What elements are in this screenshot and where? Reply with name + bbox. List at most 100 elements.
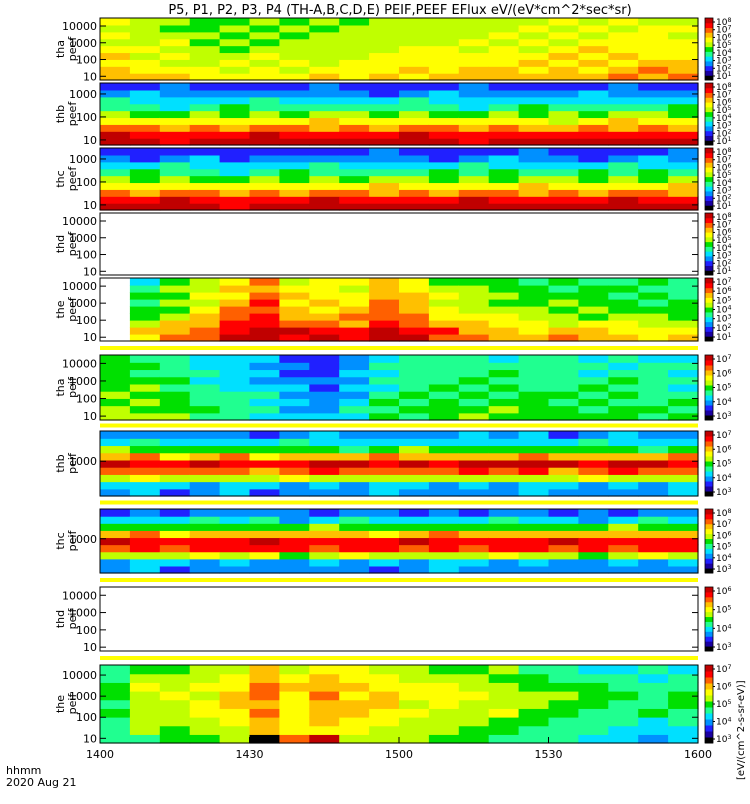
heatmap-cell [668,391,699,399]
y-tick-label: 1000 [69,690,97,703]
heatmap-cell [399,103,430,112]
heatmap-cell [369,175,400,184]
heatmap-cell [100,537,131,546]
colorbar-tick-label: 104 [716,717,731,728]
heatmap-cell [159,189,191,197]
heatmap-cell [668,196,699,204]
heatmap-cell [309,182,340,190]
heatmap-cell [309,124,340,132]
heatmap-cell [488,376,520,385]
heatmap-cell [488,45,520,54]
x-tick-label: 1530 [535,748,563,761]
heatmap-cell [668,73,699,81]
heatmap-cell [100,665,131,675]
heatmap-cell [638,189,669,197]
colorbar-segment [705,471,713,477]
heatmap-cell [578,431,609,439]
heatmap-cell [458,523,490,531]
heatmap-cell [548,509,579,517]
colorbar-segment [705,260,713,266]
heatmap-cell [339,334,370,342]
heatmap-cell [518,383,550,392]
colorbar-segment [705,152,713,159]
heatmap-cell [399,278,430,286]
heatmap-cell [129,481,161,490]
colorbar-tick-label: 108 [716,82,731,93]
heatmap-cell [518,38,550,47]
heatmap-cell [100,189,131,197]
colorbar-tick-label: 107 [716,430,731,441]
heatmap-cell [458,717,490,727]
heatmap-cell [578,66,609,74]
heatmap-cell [668,523,699,531]
colorbar-segment [705,513,713,520]
heatmap-cell [608,412,639,421]
heatmap-cell [369,474,400,483]
heatmap-cell [159,558,191,567]
heatmap-cell [399,18,430,26]
heatmap-cell [399,431,430,439]
heatmap-cell [399,292,430,300]
heatmap-cell [399,481,430,490]
heatmap-cell [488,96,520,105]
heatmap-cell [129,327,161,335]
colorbar-segment [705,246,713,252]
heatmap-cell [548,544,579,553]
heatmap-cell [488,83,520,91]
heatmap-cell [668,398,699,407]
colorbar-segment [705,292,713,298]
colorbar-segment [705,278,713,284]
figure-title: P5, P1, P2, P3, P4 (TH-A,B,C,D,E) PEIF,P… [168,3,631,18]
colorbar-tick-label: 107 [716,90,731,101]
time-axis-label: hhmm [6,764,41,777]
heatmap-cell [399,117,430,125]
colorbar-tick-label: 107 [716,519,731,530]
heatmap-cell [638,467,669,475]
colorbar-tick-label: 103 [716,251,731,262]
heatmap-cell [219,717,251,727]
heatmap-cell [638,31,669,40]
y-axis-label: peif [66,608,79,630]
heatmap-cell [100,734,131,744]
heatmap-cell [608,148,639,156]
heatmap-cell [608,369,639,378]
heatmap-cell [129,405,161,414]
heatmap-cell [518,175,550,184]
heatmap-cell [458,452,490,461]
colorbar-segment [705,446,713,452]
heatmap-cell [668,438,699,447]
heatmap-cell [518,154,550,163]
heatmap-cell [189,431,221,439]
heatmap-cell [339,110,370,119]
colorbar-segment [705,148,713,154]
heatmap-cell [100,708,131,718]
heatmap-cell [399,452,430,461]
heatmap-cell [668,488,699,497]
heatmap-cell [249,391,280,399]
colorbar-tick-label: 105 [716,295,731,306]
heatmap-cell [428,438,460,447]
heatmap-cell [369,31,400,40]
heatmap-cell [428,299,460,307]
heatmap-cell [518,196,550,204]
heatmap-cell [399,558,430,567]
colorbar-segment [705,130,713,136]
heatmap-cell [638,73,669,81]
heatmap-cell [428,734,460,744]
heatmap-cell [189,148,221,156]
y-tick-label: 10 [83,732,97,745]
heatmap-cell [399,59,430,67]
heatmap-cell [189,682,221,692]
heatmap-cell [428,699,460,709]
panel-frame [99,508,699,574]
heatmap-cell [458,558,490,567]
heatmap-cell [488,52,520,60]
heatmap-cell [129,148,161,156]
heatmap-cell [608,306,639,314]
heatmap-cell [668,665,699,675]
heatmap-cell [578,103,609,112]
heatmap-cell [249,299,280,307]
heatmap-cell [129,691,161,701]
heatmap-cell [100,73,131,81]
